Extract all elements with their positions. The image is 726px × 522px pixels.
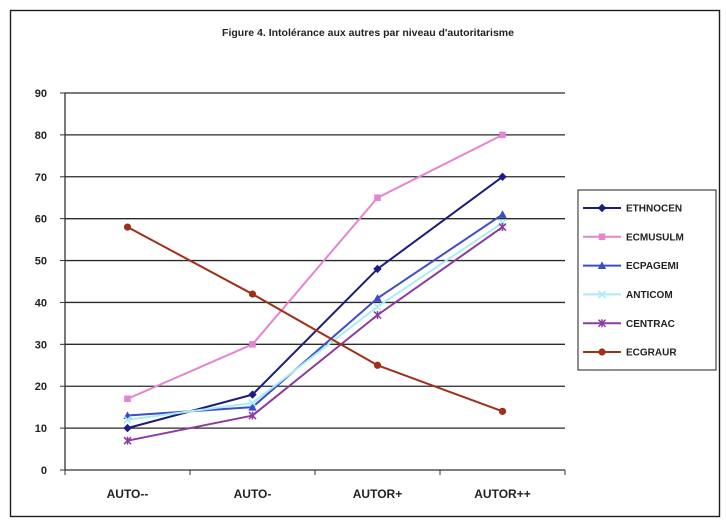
data-point-centrac	[498, 223, 507, 232]
series-ecgraur	[123, 223, 507, 415]
series-line-centrac	[127, 226, 504, 442]
legend-swatch-marker	[598, 348, 606, 356]
y-tick-label: 70	[35, 172, 47, 184]
data-point-anticom	[123, 415, 132, 424]
legend-label: ETHNOCEN	[626, 204, 682, 215]
data-point-ecgraur	[123, 223, 132, 231]
series-line-ecpagemi	[127, 213, 504, 417]
y-axis-labels: 0 10 20 30 40 50 60 70 80 90	[35, 88, 47, 477]
legend-label: CENTRAC	[626, 319, 675, 330]
legend-item-centrac: CENTRAC	[583, 319, 675, 330]
x-tick-label: AUTO--	[107, 487, 149, 501]
series-ecpagemi	[123, 210, 507, 419]
data-point-ecpagemi	[373, 294, 382, 302]
y-tick-label: 0	[41, 465, 47, 477]
data-point-ecgraur	[248, 290, 257, 298]
data-point-centrac	[248, 411, 257, 420]
data-point-ethnocen	[373, 264, 382, 274]
axes	[60, 92, 566, 475]
data-point-ecmusulm	[124, 395, 131, 403]
data-point-anticom	[248, 398, 257, 408]
data-point-ethnocen	[248, 390, 257, 399]
y-tick-label: 90	[35, 88, 47, 100]
gridlines	[65, 92, 565, 429]
data-point-centrac	[373, 310, 382, 320]
legend-box	[577, 189, 717, 371]
legend-label: ECMUSULM	[626, 232, 684, 243]
series-ecmusulm	[124, 131, 506, 403]
data-point-anticom	[373, 302, 382, 311]
data-point-ethnocen	[123, 423, 132, 433]
legend-swatch-marker	[597, 290, 607, 299]
legend-item-ecgraur: ECGRAUR	[583, 348, 677, 359]
legend: ETHNOCEN ECMUSULM ECPAGEMI ANTICOM CENTRAC EC…	[577, 189, 717, 371]
y-tick-label: 60	[35, 214, 47, 226]
data-point-centrac	[123, 436, 132, 445]
legend-item-ecmusulm: ECMUSULM	[583, 232, 684, 243]
data-point-ethnocen	[498, 172, 507, 181]
data-point-ecpagemi	[498, 210, 507, 218]
data-point-ecmusulm	[374, 194, 381, 202]
data-point-ecgraur	[498, 407, 507, 415]
legend-swatch-marker	[597, 203, 607, 213]
y-tick-label: 80	[35, 130, 47, 142]
series-centrac	[123, 223, 507, 445]
legend-label: ANTICOM	[626, 290, 673, 301]
legend-item-anticom: ANTICOM	[583, 290, 673, 301]
x-tick-label: AUTOR++	[474, 487, 530, 501]
y-tick-label: 10	[35, 423, 47, 435]
x-axis-labels: AUTO-- AUTO- AUTOR+ AUTOR++	[107, 487, 531, 501]
data-point-ecmusulm	[499, 131, 506, 139]
legend-label: ECGRAUR	[626, 348, 677, 359]
data-point-ecmusulm	[249, 341, 256, 348]
legend-swatch-marker	[597, 319, 607, 328]
x-tick-label: AUTO-	[234, 487, 272, 501]
data-point-ecpagemi	[248, 402, 257, 411]
legend-item-ecpagemi: ECPAGEMI	[583, 261, 679, 272]
series-line-ecgraur	[127, 226, 503, 413]
series-line-anticom	[127, 222, 504, 421]
data-point-ecgraur	[373, 361, 382, 369]
legend-swatch-marker	[598, 233, 606, 241]
x-tick-label: AUTOR+	[353, 487, 402, 501]
y-tick-label: 50	[35, 256, 47, 268]
chart-title: Figure 4. Intolérance aux autres par niv…	[222, 27, 514, 39]
y-tick-label: 30	[35, 339, 47, 351]
legend-label: ECPAGEMI	[626, 261, 679, 272]
chart-frame	[9, 9, 721, 518]
legend-item-ethnocen: ETHNOCEN	[583, 204, 682, 215]
y-tick-label: 40	[35, 297, 47, 309]
series-line-ecmusulm	[127, 133, 503, 400]
series-group	[123, 131, 507, 445]
legend-swatch-marker	[597, 261, 607, 269]
y-tick-label: 20	[35, 381, 47, 393]
